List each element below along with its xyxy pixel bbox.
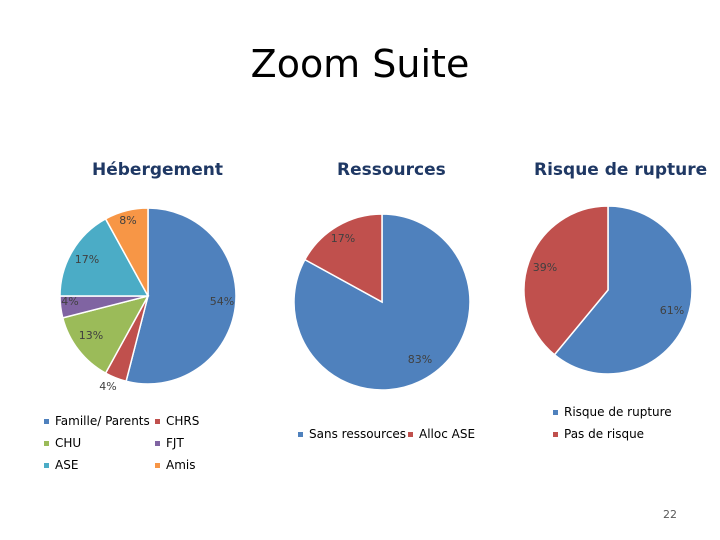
legend-label: CHRS xyxy=(166,414,200,428)
legend-label: Amis xyxy=(166,458,196,472)
legend-label: Alloc ASE xyxy=(419,427,476,441)
legend-swatch xyxy=(44,419,49,424)
legend-label: CHU xyxy=(55,436,82,450)
legend-label: Pas de risque xyxy=(564,427,645,441)
data-label: 83% xyxy=(408,353,432,366)
legend-item: FJT xyxy=(155,436,184,450)
legend-item: Alloc ASE xyxy=(408,427,475,441)
pie-slice xyxy=(523,205,609,356)
legend-item: Risque de rupture xyxy=(553,405,672,419)
legend-item: Amis xyxy=(155,458,195,472)
pie-slice xyxy=(61,294,150,375)
legend-label: Risque de rupture xyxy=(564,405,672,419)
page-number: 22 xyxy=(663,508,677,521)
legend-item: CHRS xyxy=(155,414,199,428)
legend-item: CHU xyxy=(44,436,81,450)
slide-title: Zoom Suite xyxy=(250,42,470,86)
data-label: 17% xyxy=(331,232,355,245)
chart-title-hebergement: Hébergement xyxy=(92,160,224,180)
data-label: 61% xyxy=(660,304,684,317)
legend-swatch xyxy=(44,441,49,446)
data-label: 4% xyxy=(99,380,116,393)
legend-swatch xyxy=(298,432,303,437)
legend-swatch xyxy=(553,410,558,415)
pie-slice xyxy=(59,217,150,297)
legend-swatch xyxy=(553,432,558,437)
legend-swatch xyxy=(155,463,160,468)
legend-item: Sans ressources xyxy=(298,427,406,441)
data-label: 8% xyxy=(119,214,136,227)
chart-title-risque: Risque de rupture xyxy=(534,160,708,180)
data-label: 17% xyxy=(75,253,99,266)
data-label: 13% xyxy=(79,329,103,342)
legend-label: Sans ressources xyxy=(309,427,407,441)
chart-title-ressources: Ressources xyxy=(337,160,446,180)
pie-slice xyxy=(104,207,149,297)
data-label: 39% xyxy=(533,261,557,274)
pie-slice xyxy=(125,207,237,385)
legend-swatch xyxy=(44,463,49,468)
pie-slice xyxy=(553,205,693,375)
legend-label: ASE xyxy=(55,458,79,472)
legend-item: ASE xyxy=(44,458,78,472)
legend-swatch xyxy=(408,432,413,437)
legend-item: Famille/ Parents xyxy=(44,414,150,428)
legend-swatch xyxy=(155,441,160,446)
legend-swatch xyxy=(155,419,160,424)
legend-label: FJT xyxy=(166,436,184,450)
pie-slice xyxy=(303,213,383,304)
legend-item: Pas de risque xyxy=(553,427,644,441)
legend-label: Famille/ Parents xyxy=(55,414,150,428)
data-label: 54% xyxy=(210,295,234,308)
data-label: 4% xyxy=(61,295,78,308)
